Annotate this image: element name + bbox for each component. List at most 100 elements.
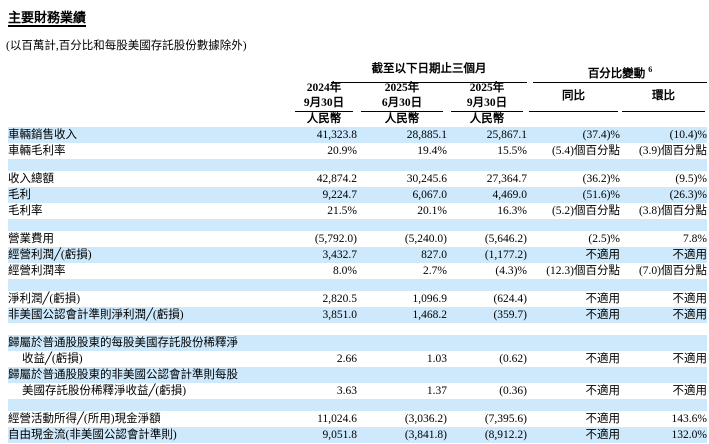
- year-label: 2025年: [384, 82, 420, 94]
- cell-value: 42,874.2: [316, 173, 357, 185]
- row-label: 歸屬於普通股股東的每股美國存託股份稀釋淨: [8, 337, 238, 349]
- table-row: 美國存託股份稀釋淨收益╱(虧損) 3.63 1.37 (0.36) 不適用 不適用: [8, 383, 707, 399]
- cell-value: (51.6)%: [582, 189, 620, 201]
- cell-value: (359.7): [493, 309, 527, 321]
- cell-value: 9,224.7: [322, 189, 358, 201]
- cell-value: 15.5%: [497, 145, 527, 157]
- cell-value: 7.8%: [683, 233, 707, 245]
- cell-value: 132.0%: [671, 429, 707, 441]
- cell-value: (12.3)個百分點: [546, 265, 620, 277]
- currency-spacer: [620, 112, 707, 127]
- table-row: 營業費用 (5,792.0) (5,240.0) (5,646.2) (2.5)% 7.8…: [8, 231, 707, 247]
- cell-value: (0.62): [499, 353, 527, 365]
- cell-value: 19.4%: [417, 145, 447, 157]
- header-spacer: [8, 79, 291, 112]
- column-header-yoy: 同比: [529, 79, 618, 112]
- cell-value: (8,912.2): [484, 429, 527, 441]
- column-header-2025-06-30: 2025年 6月30日: [361, 79, 443, 112]
- spacer-row: [8, 279, 707, 291]
- cell-value: 不適用: [672, 293, 708, 305]
- cell-value: (37.4)%: [582, 129, 620, 141]
- cell-value: 2,820.5: [322, 293, 358, 305]
- cell-value: 3,432.7: [322, 249, 358, 261]
- row-label: 經營利潤率: [8, 265, 66, 277]
- row-label: 車輛銷售收入: [8, 129, 77, 141]
- cell-value: 4,469.0: [492, 189, 528, 201]
- cell-value: (1,177.2): [484, 249, 527, 261]
- cell-value: (2.5)%: [588, 233, 620, 245]
- footnote-marker: 6: [648, 65, 653, 74]
- cell-value: (3.9)個百分點: [638, 145, 707, 157]
- cell-value: (3,841.8): [404, 429, 447, 441]
- row-label: 收入總額: [8, 173, 54, 185]
- currency-label: 人民幣: [384, 113, 420, 125]
- row-label: 車輛毛利率: [8, 145, 66, 157]
- cell-value: 2.66: [336, 353, 357, 365]
- cell-value: 2.7%: [423, 265, 447, 277]
- period-group-header: 截至以下日期止三個月: [331, 62, 527, 83]
- cell-value: 20.1%: [417, 205, 447, 217]
- cell-value: (624.4): [493, 293, 527, 305]
- cell-value: 不適用: [585, 413, 621, 425]
- cell-value: 不適用: [585, 429, 621, 441]
- table-rows: 車輛銷售收入 41,323.8 28,885.1 25,867.1 (37.4)% (10…: [8, 127, 707, 443]
- currency-label: 人民幣: [469, 113, 505, 125]
- table-row: 經營活動所得╱(所用)現金淨額 11,024.6 (3,036.2) (7,395.6…: [8, 411, 707, 427]
- row-label: 美國存託股份稀釋淨收益╱(虧損): [22, 385, 187, 397]
- cell-value: 1.03: [426, 353, 447, 365]
- cell-value: 27,364.7: [486, 173, 527, 185]
- cell-value: (5,240.0): [404, 233, 447, 245]
- cell-value: (7.0)個百分點: [638, 265, 707, 277]
- table-row: 自由現金流(非美國公認會計準則) 9,051.8 (3,841.8) (8,912.2…: [8, 427, 707, 443]
- table-row: 收益╱(虧損) 2.66 1.03 (0.62) 不適用 不適用: [8, 351, 707, 367]
- cell-value: (5.2)個百分點: [551, 205, 620, 217]
- cell-value: (36.2)%: [582, 173, 620, 185]
- column-header-row: 2024年 9月30日 2025年 6月30日 2025年 9月30日 同比 環…: [8, 79, 707, 112]
- row-label: 營業費用: [8, 233, 54, 245]
- cell-value: 不適用: [672, 385, 708, 397]
- cell-value: 28,885.1: [406, 129, 447, 141]
- currency-spacer: [8, 112, 291, 127]
- row-label: 淨利潤╱(虧損): [8, 293, 81, 305]
- cell-value: 41,323.8: [316, 129, 357, 141]
- table-row: 車輛銷售收入 41,323.8 28,885.1 25,867.1 (37.4)% (10…: [8, 127, 707, 143]
- cell-value: (0.36): [499, 385, 527, 397]
- spacer-row: [8, 159, 707, 171]
- cell-value: (10.4)%: [669, 129, 707, 141]
- cell-value: 不適用: [672, 249, 708, 261]
- cell-value: 不適用: [585, 353, 621, 365]
- table-row: 經營利潤率 8.0% 2.7% (4.3)% (12.3)個百分點 (7.0)個百分點: [8, 263, 707, 279]
- cell-value: 21.5%: [327, 205, 357, 217]
- table-row: 歸屬於普通股股東的每股美國存託股份稀釋淨: [8, 335, 707, 351]
- cell-value: 827.0: [421, 249, 447, 261]
- cell-value: 3.63: [336, 385, 357, 397]
- year-label: 2024年: [306, 82, 342, 94]
- table-row: 歸屬於普通股股東的非美國公認會計準則每股: [8, 367, 707, 383]
- date-label: 6月30日: [381, 97, 423, 109]
- spacer-row: [8, 323, 707, 335]
- row-label: 毛利率: [8, 205, 43, 217]
- cell-value: 30,245.6: [406, 173, 447, 185]
- row-label: 毛利: [8, 189, 31, 201]
- cell-value: 不適用: [672, 309, 708, 321]
- cell-value: 1.37: [426, 385, 447, 397]
- cell-value: (3,036.2): [404, 413, 447, 425]
- cell-value: 不適用: [585, 293, 621, 305]
- cell-value: (5,792.0): [314, 233, 357, 245]
- cell-value: 11,024.6: [317, 413, 357, 425]
- cell-value: 3,851.0: [322, 309, 358, 321]
- cell-value: (7,395.6): [484, 413, 527, 425]
- cell-value: 不適用: [672, 353, 708, 365]
- currency-label: 人民幣: [306, 113, 342, 125]
- cell-value: 143.6%: [671, 413, 707, 425]
- column-header-2025-09-30: 2025年 9月30日: [451, 79, 523, 112]
- year-label: 2025年: [469, 82, 505, 94]
- cell-value: (4.3)%: [495, 265, 527, 277]
- cell-value: (9.5)%: [675, 173, 707, 185]
- group-header-row: 截至以下日期止三個月 百分比變動 6: [8, 62, 707, 83]
- cell-value: 不適用: [585, 249, 621, 261]
- row-label: 收益╱(虧損): [22, 353, 83, 365]
- cell-value: 不適用: [585, 309, 621, 321]
- change-group-label: 百分比變動: [587, 67, 646, 80]
